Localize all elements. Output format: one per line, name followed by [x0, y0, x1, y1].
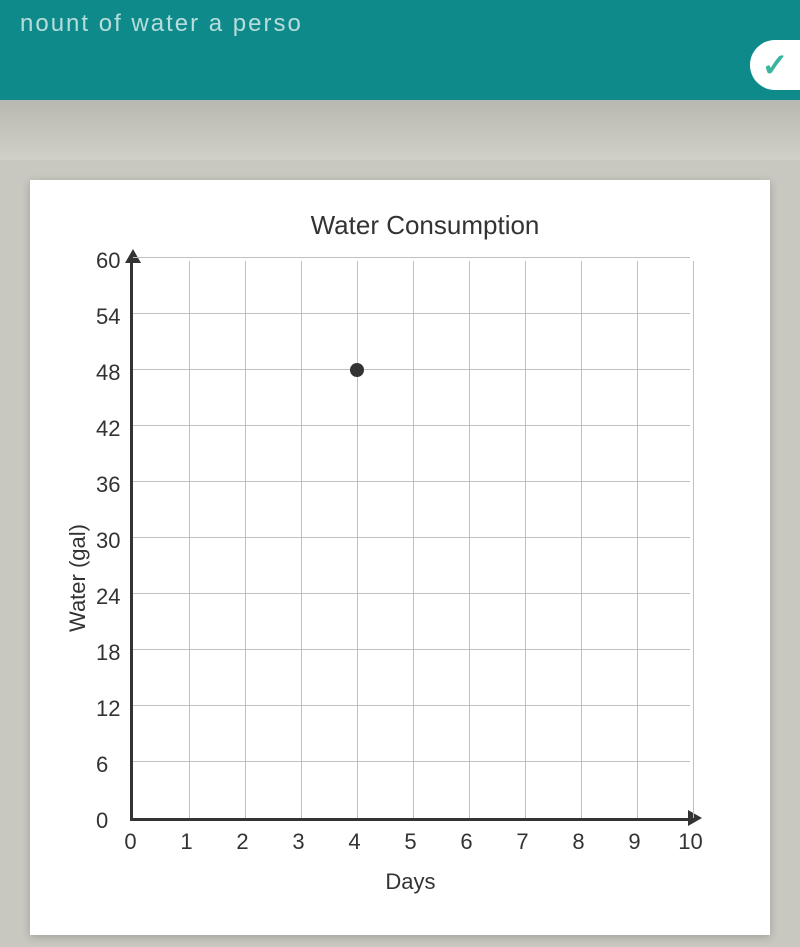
divider-strip: [0, 100, 800, 160]
checkmark-button[interactable]: ✓: [750, 40, 800, 90]
grid-line-horizontal: [133, 537, 690, 538]
grid-line-horizontal: [133, 705, 690, 706]
x-tick: 0: [124, 829, 136, 855]
grid-line-horizontal: [133, 369, 690, 370]
grid-line-vertical: [413, 261, 414, 818]
y-axis-arrow-icon: [125, 249, 141, 263]
x-tick: 10: [678, 829, 702, 855]
grid-line-vertical: [637, 261, 638, 818]
grid-line-vertical: [245, 261, 246, 818]
x-tick: 2: [236, 829, 248, 855]
grid-line-vertical: [693, 261, 694, 818]
grid-line-horizontal: [133, 761, 690, 762]
y-axis-label: Water (gal): [60, 261, 96, 895]
grid-line-vertical: [301, 261, 302, 818]
x-tick: 3: [292, 829, 304, 855]
grid-line-horizontal: [133, 313, 690, 314]
chart-area: Water (gal) 60 54 48 42 36 30 24 18 12 6…: [60, 261, 730, 895]
grid-line-horizontal: [133, 649, 690, 650]
header-partial-text: nount of water a perso: [0, 0, 800, 48]
plot-wrapper: 012345678910 Days: [130, 261, 730, 895]
grid-line-vertical: [469, 261, 470, 818]
data-point: [350, 363, 364, 377]
grid-line-vertical: [525, 261, 526, 818]
plot-area: [130, 261, 690, 821]
x-axis-arrow-icon: [688, 810, 702, 826]
grid-line-vertical: [189, 261, 190, 818]
grid-line-horizontal: [133, 257, 690, 258]
grid-line-vertical: [581, 261, 582, 818]
y-axis-ticks: 60 54 48 42 36 30 24 18 12 6 0: [96, 261, 130, 895]
x-tick: 4: [348, 829, 360, 855]
chart-container: Water Consumption Water (gal) 60 54 48 4…: [30, 180, 770, 935]
x-tick: 8: [572, 829, 584, 855]
x-axis-label: Days: [130, 869, 690, 895]
x-tick: 6: [460, 829, 472, 855]
checkmark-icon: ✓: [762, 46, 789, 84]
grid-line-horizontal: [133, 425, 690, 426]
x-tick: 1: [180, 829, 192, 855]
chart-title: Water Consumption: [120, 210, 730, 241]
grid-line-horizontal: [133, 593, 690, 594]
grid-line-vertical: [357, 261, 358, 818]
x-tick: 7: [516, 829, 528, 855]
x-tick: 5: [404, 829, 416, 855]
grid-line-horizontal: [133, 481, 690, 482]
x-tick: 9: [628, 829, 640, 855]
header-bar: nount of water a perso ✓: [0, 0, 800, 100]
